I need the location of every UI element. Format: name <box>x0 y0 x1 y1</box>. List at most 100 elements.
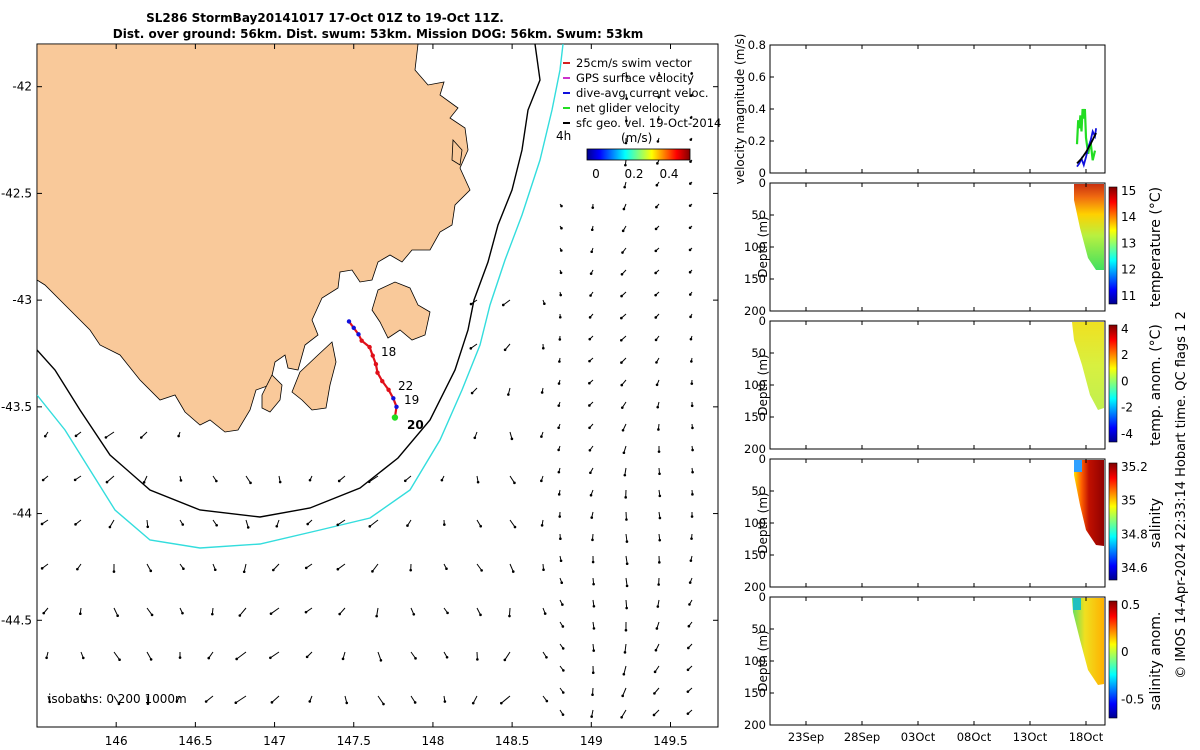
current-vector-head <box>688 581 692 584</box>
current-vector <box>146 651 152 660</box>
depth-ytick-1-0: 0 <box>759 176 766 190</box>
current-vector-head <box>379 659 383 662</box>
current-vector-head <box>278 480 282 484</box>
salinity-anom-ylabel: Depth (m) <box>756 630 770 691</box>
current-vector-head <box>558 338 562 341</box>
current-vector-head <box>440 478 444 482</box>
velocity-ytick-3: 0.6 <box>748 70 766 84</box>
current-vector <box>272 563 280 571</box>
current-vector-head <box>688 270 692 274</box>
current-vector-head <box>336 567 340 571</box>
lead-time-label: 4h <box>556 129 571 143</box>
colorbar-tick-0-2: 0.2 <box>624 167 643 181</box>
current-vector <box>105 431 115 438</box>
current-vector-head <box>246 526 250 529</box>
current-vector <box>502 299 511 306</box>
current-vector-head <box>686 712 690 715</box>
depth-ytick-3-2: 100 <box>744 516 766 530</box>
current-vector-head <box>620 338 623 342</box>
current-vector <box>625 599 628 609</box>
map-axis-ticks: 146 146.5 147 147.5 148 148.5 149 149.5 -42 -42.5… <box>1 44 718 748</box>
current-vector-head <box>403 479 407 483</box>
temp-anom-ylabel: Depth (m) <box>756 354 770 415</box>
current-vector-head <box>625 97 628 100</box>
imos-footer-note: © IMOS 14-Apr-2024 22:33:14 Hobart time.… <box>1174 311 1189 678</box>
legend-label-2: dive-avg current veloc. <box>576 86 709 100</box>
legend-label-0: 25cm/s swim vector <box>576 56 692 70</box>
map-ytick-label-4: -44 <box>12 507 32 521</box>
current-vector-head <box>691 493 694 496</box>
current-vector-head <box>623 473 627 477</box>
current-vector <box>245 475 251 484</box>
current-vector-head <box>658 561 661 564</box>
current-vector-head <box>654 648 658 652</box>
time-xtick-1: 28Sep <box>844 730 880 744</box>
current-vector <box>113 695 120 705</box>
current-vector-head <box>561 713 565 716</box>
current-vector-head <box>561 603 564 606</box>
current-vector <box>504 651 511 661</box>
colorbar-tick-2-1: 2 <box>1121 348 1129 362</box>
current-vector-head <box>79 612 82 616</box>
current-vector-head <box>542 568 545 571</box>
current-vector-head <box>367 480 371 484</box>
tasman-peninsula <box>291 341 337 411</box>
map-xtick-label-6: 149 <box>580 734 603 748</box>
current-vector-head <box>338 612 341 616</box>
current-vector-head <box>691 448 694 452</box>
current-vector-head <box>235 657 238 661</box>
chart-title-line1: SL286 StormBay20141017 17-Oct 01Z to 19-… <box>146 11 504 25</box>
salinity-clabel: salinity <box>1148 498 1164 548</box>
depth-ytick-2-3: 150 <box>744 410 766 424</box>
current-vector-head <box>621 428 625 432</box>
current-vector-head <box>689 138 693 141</box>
current-vector-head <box>249 481 252 485</box>
current-vector-head <box>215 479 218 483</box>
current-vector-head <box>559 293 562 297</box>
colorbar-tick-0: 0 <box>592 167 600 181</box>
current-vector-head <box>654 316 658 319</box>
current-vector-head <box>657 583 660 586</box>
current-vector-head <box>620 715 623 719</box>
current-vector <box>500 695 511 704</box>
map-ytick-label-3: -43.5 <box>1 400 32 414</box>
current-vector-head <box>476 480 480 484</box>
current-vector-head <box>541 346 545 350</box>
temp-anom-section <box>1072 322 1104 410</box>
current-vector-head <box>652 713 656 717</box>
current-vector-head <box>690 360 693 363</box>
temp-anom-clabel: temp. anom. (°C) <box>1148 324 1164 446</box>
velocity-series-line-2 <box>1076 132 1097 165</box>
current-vector <box>509 563 514 572</box>
current-vector-head <box>74 523 77 526</box>
current-vector-head <box>272 568 275 572</box>
current-vector <box>337 563 346 570</box>
current-vector-head <box>562 669 565 672</box>
current-vector-head <box>655 205 658 209</box>
depth-ytick-1-4: 200 <box>744 304 766 318</box>
current-vector-head <box>557 470 561 474</box>
current-vector-head <box>655 627 659 630</box>
dive-marker <box>375 370 380 375</box>
temperature-section <box>1074 184 1104 270</box>
salinity-ylabel: Depth (m) <box>756 492 770 553</box>
current-vector-head <box>73 478 77 482</box>
depth-ytick-4-2: 100 <box>744 654 766 668</box>
current-vector-head <box>503 658 507 662</box>
current-vector <box>236 651 247 660</box>
current-vector-head <box>559 559 563 563</box>
current-vector-head <box>654 293 657 297</box>
current-vector-head <box>476 658 479 661</box>
depth-ytick-4-3: 150 <box>744 686 766 700</box>
dive-marker <box>386 387 391 392</box>
current-vector <box>472 695 478 704</box>
current-vector-head <box>511 570 515 573</box>
current-vector-head <box>690 404 694 408</box>
salinity-surface-cells <box>1074 460 1082 472</box>
current-vector-head <box>500 701 503 705</box>
current-vector-head <box>139 436 143 439</box>
current-vector-head <box>591 693 594 696</box>
map-xtick-label-7: 149.5 <box>653 734 687 748</box>
current-vector-head <box>269 612 273 615</box>
